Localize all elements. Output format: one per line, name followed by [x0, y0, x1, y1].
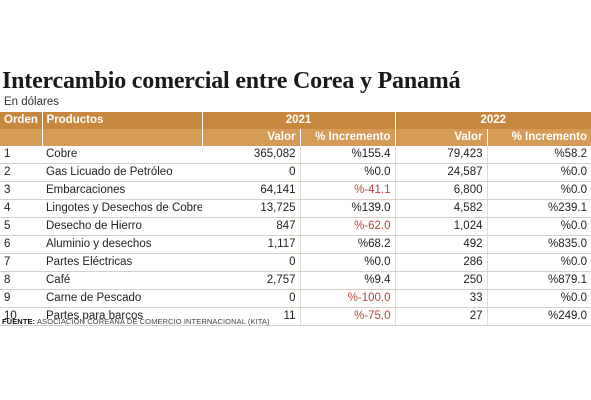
- cell-increase-2022: %239.1: [486, 199, 591, 218]
- cell-increase-2021: %-75.0: [299, 307, 395, 326]
- table-row: 7 Partes Eléctricas 0 %0.0 286 %0.0: [0, 253, 591, 272]
- cell-increase-2021: %-62.0: [299, 217, 395, 236]
- table-row: 9 Carne de Pescado 0 %-100.0 33 %0.0: [0, 289, 591, 308]
- cell-increase-2022: %879.1: [486, 271, 591, 290]
- header-increase-2021: % Incremento: [299, 129, 395, 146]
- table-row: 6 Aluminio y desechos 1,117 %68.2 492 %835.0: [0, 235, 591, 254]
- cell-value-2022: 24,587: [394, 163, 487, 182]
- header-row-years: Orden Productos 2021 2022: [0, 112, 591, 129]
- cell-product: Embarcaciones: [42, 181, 202, 200]
- header-year-2022: 2022: [394, 112, 591, 129]
- cell-product: Aluminio y desechos: [42, 235, 202, 254]
- cell-order: 6: [0, 235, 42, 254]
- cell-increase-2021: %0.0: [299, 253, 395, 272]
- cell-increase-2021: %139.0: [299, 199, 395, 218]
- cell-product: Partes para barcos: [42, 307, 202, 326]
- cell-order: 8: [0, 271, 42, 290]
- cell-order: 9: [0, 289, 42, 308]
- cell-value-2022: 79,423: [394, 146, 487, 164]
- header-blank: [41, 129, 202, 146]
- cell-value-2022: 33: [394, 289, 487, 308]
- table-row: 3 Embarcaciones 64,141 %-41.1 6,800 %0.0: [0, 181, 591, 200]
- cell-value-2021: 13,725: [202, 199, 300, 218]
- cell-product: Partes Eléctricas: [42, 253, 202, 272]
- cell-value-2021: 0: [202, 163, 300, 182]
- cell-value-2021: 2,757: [202, 271, 300, 290]
- cell-value-2022: 492: [394, 235, 487, 254]
- cell-value-2022: 250: [394, 271, 487, 290]
- header-increase-2022: % Incremento: [486, 129, 591, 146]
- cell-increase-2022: %249.0: [486, 307, 591, 326]
- cell-order: 5: [0, 217, 42, 236]
- table-row: 8 Café 2,757 %9.4 250 %879.1: [0, 271, 591, 290]
- cell-order: 7: [0, 253, 42, 272]
- table-row: 5 Desecho de Hierro 847 %-62.0 1,024 %0.0: [0, 217, 591, 236]
- header-year-2021: 2021: [201, 112, 395, 129]
- cell-increase-2022: %0.0: [486, 163, 591, 182]
- cell-value-2021: 365,082: [202, 146, 300, 164]
- table-row: 10 Partes para barcos 11 %-75.0 27 %249.0: [0, 307, 591, 326]
- cell-increase-2022: %0.0: [486, 289, 591, 308]
- cell-product: Cobre: [42, 146, 202, 164]
- header-products: Productos: [41, 112, 202, 129]
- cell-product: Desecho de Hierro: [42, 217, 202, 236]
- cell-order: 2: [0, 163, 42, 182]
- cell-order: 10: [0, 307, 42, 326]
- cell-product: Carne de Pescado: [42, 289, 202, 308]
- subtitle: En dólares: [4, 96, 59, 108]
- table-row: 1 Cobre 365,082 %155.4 79,423 %58.2: [0, 146, 591, 164]
- cell-increase-2021: %9.4: [299, 271, 395, 290]
- header-value-2021: Valor: [201, 129, 300, 146]
- cell-increase-2021: %0.0: [299, 163, 395, 182]
- cell-value-2022: 1,024: [394, 217, 487, 236]
- cell-product: Lingotes y Desechos de Cobre: [42, 199, 202, 218]
- cell-product: Gas Licuado de Petróleo: [42, 163, 202, 182]
- cell-value-2022: 4,582: [394, 199, 487, 218]
- table-row: 2 Gas Licuado de Petróleo 0 %0.0 24,587 %0.0: [0, 163, 591, 182]
- cell-value-2021: 1,117: [202, 235, 300, 254]
- cell-order: 4: [0, 199, 42, 218]
- cell-value-2021: 847: [202, 217, 300, 236]
- cell-value-2022: 27: [394, 307, 487, 326]
- cell-increase-2022: %835.0: [486, 235, 591, 254]
- cell-order: 3: [0, 181, 42, 200]
- cell-increase-2022: %0.0: [486, 217, 591, 236]
- cell-increase-2021: %155.4: [299, 146, 395, 164]
- cell-increase-2021: %-41.1: [299, 181, 395, 200]
- cell-value-2022: 286: [394, 253, 487, 272]
- header-row-columns: Valor % Incremento Valor % Incremento: [0, 129, 591, 146]
- cell-value-2022: 6,800: [394, 181, 487, 200]
- cell-increase-2021: %-100.0: [299, 289, 395, 308]
- cell-product: Café: [42, 271, 202, 290]
- cell-value-2021: 11: [202, 307, 300, 326]
- cell-value-2021: 0: [202, 253, 300, 272]
- cell-increase-2022: %58.2: [486, 146, 591, 164]
- page-title: Intercambio comercial entre Corea y Pana…: [2, 68, 461, 94]
- cell-increase-2022: %0.0: [486, 253, 591, 272]
- cell-value-2021: 0: [202, 289, 300, 308]
- cell-order: 1: [0, 146, 42, 164]
- source-label: FUENTE:: [2, 317, 36, 326]
- header-blank: [0, 129, 42, 146]
- trade-table: Orden Productos 2021 2022 Valor % Increm…: [0, 112, 591, 326]
- cell-increase-2022: %0.0: [486, 181, 591, 200]
- cell-value-2021: 64,141: [202, 181, 300, 200]
- table-row: 4 Lingotes y Desechos de Cobre 13,725 %139.…: [0, 199, 591, 218]
- header-value-2022: Valor: [394, 129, 487, 146]
- source-note: FUENTE: ASOCIACIÓN COREANA DE COMERCIO I…: [2, 317, 270, 326]
- source-text: ASOCIACIÓN COREANA DE COMERCIO INTERNACI…: [36, 317, 270, 326]
- header-order: Orden: [0, 112, 42, 129]
- cell-increase-2021: %68.2: [299, 235, 395, 254]
